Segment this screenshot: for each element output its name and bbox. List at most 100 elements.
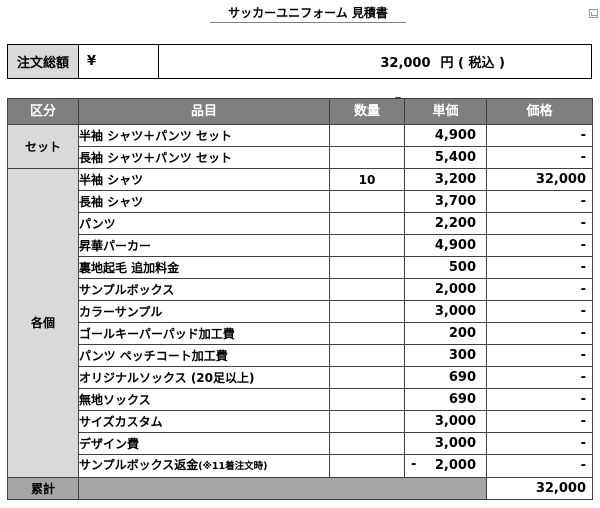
quantity-cell[interactable]: [329, 410, 405, 433]
unit-price-value: 500: [448, 259, 476, 275]
order-total-value: 32,000 円 ( 税込 ): [158, 44, 592, 79]
table-row: カラーサンプル 3,000-: [8, 300, 593, 323]
quantity-cell[interactable]: [329, 212, 405, 235]
table-row: 長袖 シャツ 3,700-: [8, 190, 593, 213]
quantity-cell[interactable]: [329, 388, 405, 411]
item-name-cell[interactable]: 長袖 シャツ: [78, 190, 330, 213]
unit-price-cell[interactable]: 5,400: [404, 146, 487, 169]
table-row: 昇華パーカー 4,900-: [8, 234, 593, 257]
item-name-cell[interactable]: サイズカスタム: [78, 410, 330, 433]
expand-icon[interactable]: [589, 9, 598, 18]
table-row: 無地ソックス 690-: [8, 388, 593, 411]
unit-price-value: 2,200: [434, 215, 476, 231]
price-cell[interactable]: -: [486, 278, 593, 301]
table-row: パンツ 2,200-: [8, 212, 593, 235]
document-title: サッカーユニフォーム 見積書: [210, 4, 406, 23]
price-cell[interactable]: -: [486, 410, 593, 433]
unit-price-cell[interactable]: 200: [404, 322, 487, 345]
unit-price-value: 2,000: [434, 281, 476, 297]
table-row: セット 半袖 シャツ＋パンツ セット 4,900-: [7, 124, 593, 169]
price-cell[interactable]: -: [486, 124, 593, 147]
item-name: 半袖 シャツ＋パンツ セット: [79, 128, 232, 143]
table-row: 各個 半袖 シャツ 10 3,200 32,000: [7, 168, 593, 478]
unit-price-cell[interactable]: 3,000: [404, 300, 487, 323]
table-row: ゴールキーパーパッド加工費 200-: [8, 322, 593, 345]
quantity-cell[interactable]: [329, 190, 405, 213]
price-cell[interactable]: -: [486, 146, 593, 169]
quantity-cell[interactable]: [329, 322, 405, 345]
unit-price-value: 3,200: [434, 171, 476, 187]
quantity-cell[interactable]: [329, 124, 405, 147]
table-row: オリジナルソックス (20足以上) 690-: [8, 366, 593, 389]
item-name-cell[interactable]: パンツ ペッチコート加工費: [78, 344, 330, 367]
price-cell[interactable]: -: [486, 388, 593, 411]
item-name-cell[interactable]: パンツ: [78, 212, 330, 235]
unit-price-cell[interactable]: - 2,000: [404, 454, 487, 478]
unit-price-cell[interactable]: 3,700: [404, 190, 487, 213]
price-cell[interactable]: -: [486, 234, 593, 257]
item-name-cell[interactable]: 無地ソックス: [78, 388, 330, 411]
item-name-cell[interactable]: 裏地起毛 追加料金: [78, 256, 330, 279]
unit-price-value: 2,000: [434, 458, 476, 473]
item-name: 長袖 シャツ: [79, 194, 144, 209]
quantity-cell[interactable]: [329, 454, 405, 478]
currency-symbol: ¥: [78, 44, 159, 79]
unit-price-cell[interactable]: 2,200: [404, 212, 487, 235]
item-name: 昇華パーカー: [79, 238, 152, 253]
item-name: カラーサンプル: [79, 304, 163, 319]
quantity-cell[interactable]: [329, 344, 405, 367]
cumulative-spacer: [78, 477, 487, 500]
quantity-cell[interactable]: [329, 146, 405, 169]
quantity-cell[interactable]: [329, 432, 405, 455]
item-name-cell[interactable]: デザイン費: [78, 432, 330, 455]
item-name: オリジナルソックス (20足以上): [79, 370, 255, 385]
price-cell[interactable]: -: [486, 190, 593, 213]
price-cell[interactable]: -: [486, 256, 593, 279]
item-name-cell[interactable]: カラーサンプル: [78, 300, 330, 323]
quantity-cell[interactable]: [329, 278, 405, 301]
price-cell[interactable]: -: [486, 366, 593, 389]
item-name-cell[interactable]: 昇華パーカー: [78, 234, 330, 257]
item-name-cell[interactable]: 半袖 シャツ＋パンツ セット: [78, 124, 330, 147]
quantity-cell[interactable]: [329, 256, 405, 279]
quantity-cell[interactable]: [329, 234, 405, 257]
item-name: サンプルボックス: [79, 282, 175, 297]
price-cell[interactable]: -: [486, 300, 593, 323]
price-cell[interactable]: 32,000: [486, 168, 593, 191]
unit-price-cell[interactable]: 3,000: [404, 410, 487, 433]
quantity-cell[interactable]: [329, 300, 405, 323]
unit-price-cell[interactable]: 3,000: [404, 432, 487, 455]
price-cell[interactable]: -: [486, 432, 593, 455]
unit-price-cell[interactable]: 3,200: [404, 168, 487, 191]
quantity-cell[interactable]: [329, 366, 405, 389]
header-price: 価格: [486, 98, 593, 125]
unit-price-cell[interactable]: 690: [404, 366, 487, 389]
unit-price-value: 3,700: [434, 193, 476, 209]
unit-price-value: 3,000: [434, 413, 476, 429]
price-cell[interactable]: -: [486, 344, 593, 367]
price-cell[interactable]: -: [486, 322, 593, 345]
quantity-cell[interactable]: 10: [329, 168, 405, 191]
unit-price-cell[interactable]: 4,900: [404, 124, 487, 147]
category-cell: 各個: [7, 168, 79, 478]
item-name-cell[interactable]: ゴールキーパーパッド加工費: [78, 322, 330, 345]
price-cell[interactable]: -: [486, 212, 593, 235]
unit-price-cell[interactable]: 500: [404, 256, 487, 279]
category-cell: セット: [7, 124, 79, 169]
unit-price-cell[interactable]: 4,900: [404, 234, 487, 257]
unit-price-cell[interactable]: 2,000: [404, 278, 487, 301]
unit-price-value: 5,400: [434, 149, 476, 165]
item-name-cell[interactable]: サンプルボックス返金(※11着注文時): [78, 454, 330, 478]
cumulative-label: 累計: [7, 477, 79, 500]
unit-price-cell[interactable]: 690: [404, 388, 487, 411]
table-row: サンプルボックス返金(※11着注文時) -2,000-: [8, 454, 593, 478]
item-name: ゴールキーパーパッド加工費: [79, 326, 235, 341]
unit-price-value: 3,000: [434, 303, 476, 319]
item-name-cell[interactable]: サンプルボックス: [78, 278, 330, 301]
unit-price-cell[interactable]: 300: [404, 344, 487, 367]
price-cell[interactable]: -: [486, 454, 593, 478]
item-name-cell[interactable]: オリジナルソックス (20足以上): [78, 366, 330, 389]
item-name-cell[interactable]: 半袖 シャツ: [78, 168, 330, 191]
item-name-cell[interactable]: 長袖 シャツ＋パンツ セット: [78, 146, 330, 169]
header-unit-price: 単価: [404, 98, 487, 125]
